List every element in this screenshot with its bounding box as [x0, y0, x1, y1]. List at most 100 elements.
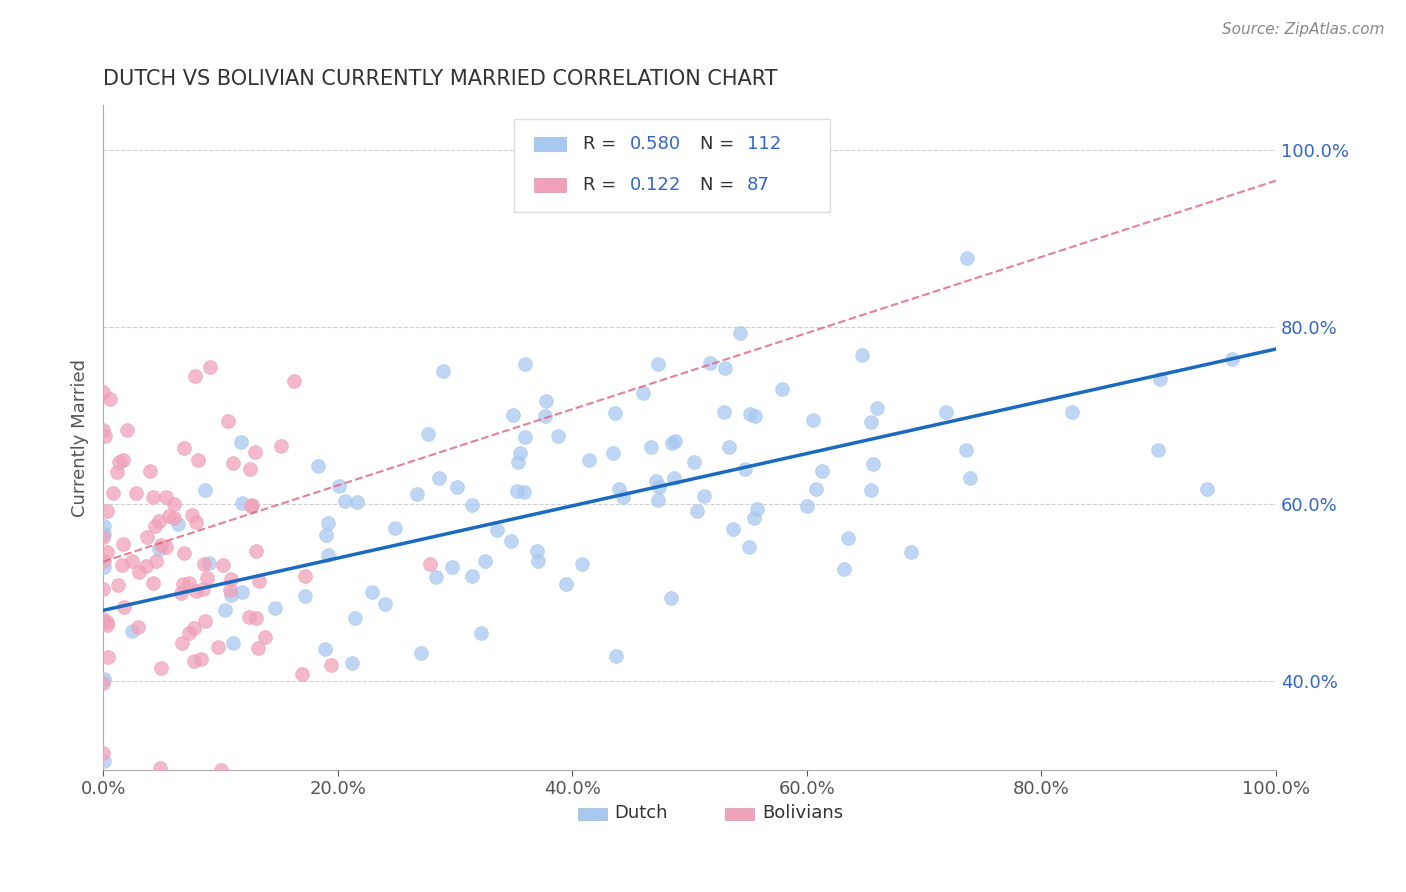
- Text: Source: ZipAtlas.com: Source: ZipAtlas.com: [1222, 22, 1385, 37]
- Point: [425, 570, 447, 584]
- Point: [607, 482, 630, 496]
- Point: [533, 409, 555, 423]
- Point: [193, 483, 215, 498]
- Point: [811, 464, 834, 478]
- Point: [150, 660, 173, 674]
- Point: [240, 499, 263, 513]
- Point: [446, 480, 468, 494]
- Text: N =: N =: [700, 135, 740, 153]
- Point: [832, 562, 855, 576]
- Point: [294, 569, 316, 583]
- Point: [128, 565, 150, 579]
- Point: [96, 618, 118, 632]
- Point: [734, 462, 756, 476]
- Point: [745, 502, 768, 516]
- Point: [173, 546, 195, 560]
- Point: [501, 534, 523, 549]
- Point: [96, 544, 118, 558]
- Point: [508, 455, 530, 469]
- Point: [742, 510, 765, 524]
- Point: [181, 508, 204, 522]
- Point: [612, 490, 634, 504]
- FancyBboxPatch shape: [724, 808, 754, 820]
- Point: [294, 589, 316, 603]
- Y-axis label: Currently Married: Currently Married: [72, 359, 89, 516]
- Point: [333, 493, 356, 508]
- Point: [547, 428, 569, 442]
- Point: [91, 612, 114, 626]
- Point: [340, 656, 363, 670]
- Point: [328, 478, 350, 492]
- Point: [93, 754, 115, 768]
- Point: [935, 405, 957, 419]
- Point: [502, 408, 524, 422]
- Point: [184, 369, 207, 384]
- Point: [157, 508, 180, 523]
- Point: [253, 630, 276, 644]
- Point: [105, 465, 128, 479]
- FancyBboxPatch shape: [513, 119, 831, 211]
- Point: [194, 614, 217, 628]
- Point: [647, 357, 669, 371]
- Point: [91, 747, 114, 761]
- Point: [148, 514, 170, 528]
- Point: [513, 357, 536, 371]
- Point: [956, 252, 979, 266]
- Point: [721, 522, 744, 536]
- Point: [804, 482, 827, 496]
- Point: [167, 517, 190, 532]
- Point: [605, 648, 627, 663]
- Point: [534, 394, 557, 409]
- Point: [93, 527, 115, 541]
- Point: [682, 455, 704, 469]
- Point: [432, 364, 454, 378]
- Point: [344, 610, 367, 624]
- Point: [195, 571, 218, 585]
- Point: [239, 462, 262, 476]
- Point: [108, 455, 131, 469]
- Point: [142, 575, 165, 590]
- Point: [640, 440, 662, 454]
- Point: [138, 463, 160, 477]
- Point: [661, 435, 683, 450]
- Point: [150, 538, 173, 552]
- Point: [440, 559, 463, 574]
- Point: [316, 516, 339, 530]
- Point: [374, 598, 396, 612]
- Point: [555, 577, 578, 591]
- Point: [177, 576, 200, 591]
- Point: [245, 444, 267, 458]
- Point: [474, 553, 496, 567]
- Point: [506, 483, 529, 498]
- Point: [229, 434, 252, 449]
- Point: [172, 577, 194, 591]
- Text: 0.580: 0.580: [630, 135, 681, 153]
- Point: [321, 657, 343, 672]
- Point: [662, 471, 685, 485]
- Point: [419, 557, 441, 571]
- Point: [117, 423, 139, 437]
- Point: [190, 652, 212, 666]
- Point: [955, 442, 977, 457]
- Point: [307, 459, 329, 474]
- Point: [135, 530, 157, 544]
- Point: [91, 582, 114, 596]
- Point: [91, 529, 114, 543]
- Point: [214, 603, 236, 617]
- Point: [169, 586, 191, 600]
- Point: [221, 456, 243, 470]
- Point: [1149, 372, 1171, 386]
- Text: Bolivians: Bolivians: [762, 804, 844, 822]
- Point: [121, 624, 143, 638]
- Point: [218, 582, 240, 597]
- Point: [183, 654, 205, 668]
- Point: [728, 326, 751, 340]
- Point: [866, 401, 889, 416]
- Point: [91, 423, 114, 437]
- Point: [93, 519, 115, 533]
- Point: [959, 471, 981, 485]
- Point: [143, 519, 166, 533]
- Text: 87: 87: [747, 176, 770, 194]
- Point: [602, 446, 624, 460]
- Point: [605, 406, 627, 420]
